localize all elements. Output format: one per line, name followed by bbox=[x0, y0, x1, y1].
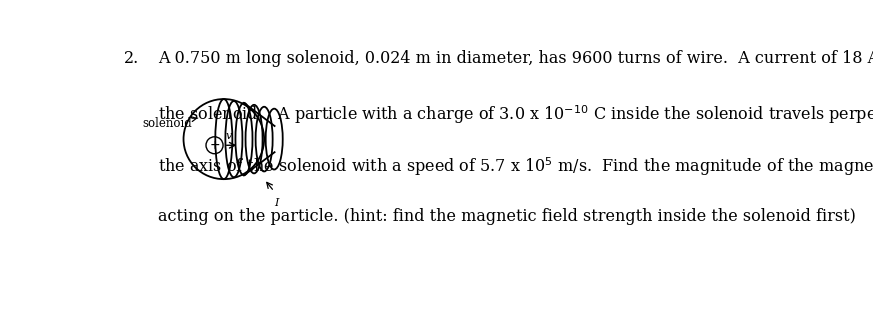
Text: the solenoid.   A particle with a charge of 3.0 x 10$^{-10}$ C inside the soleno: the solenoid. A particle with a charge o… bbox=[158, 103, 873, 125]
Text: 2.: 2. bbox=[124, 50, 140, 67]
Text: v: v bbox=[225, 131, 231, 141]
Text: solenoid: solenoid bbox=[142, 117, 197, 130]
Text: the axis of the solenoid with a speed of 5.7 x 10$^{5}$ m/s.  Find the magnitude: the axis of the solenoid with a speed of… bbox=[158, 155, 873, 178]
Text: I: I bbox=[274, 198, 278, 208]
Text: +: + bbox=[210, 139, 220, 152]
Text: acting on the particle. (hint: find the magnetic field strength inside the solen: acting on the particle. (hint: find the … bbox=[158, 208, 856, 225]
Text: A 0.750 m long solenoid, 0.024 m in diameter, has 9600 turns of wire.  A current: A 0.750 m long solenoid, 0.024 m in diam… bbox=[158, 50, 873, 67]
